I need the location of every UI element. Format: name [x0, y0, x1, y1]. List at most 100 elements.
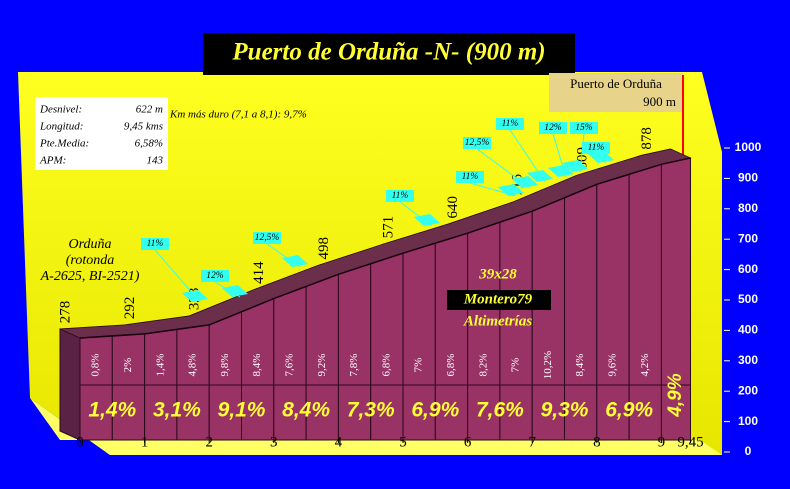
km-grade: 7,3%: [347, 399, 395, 422]
hard-section-mark: [282, 255, 308, 267]
segment: [79, 335, 113, 441]
callout-label: 12%: [206, 271, 224, 281]
start-label: Orduña: [68, 237, 111, 252]
km-grade: 6,9%: [605, 399, 653, 422]
y-tick-label: 900: [738, 171, 758, 185]
x-tick-label: 2: [205, 434, 213, 450]
callout-label: 12,5%: [255, 233, 280, 243]
hard-section-mark: [562, 160, 588, 172]
info-box: [35, 97, 168, 170]
y-tick-label: 800: [738, 201, 758, 215]
elevation-label: 278: [57, 301, 73, 324]
x-tick-label: 9: [658, 434, 666, 450]
hard-section-mark: [527, 170, 553, 182]
profile-side: [59, 328, 81, 441]
chart-title: Puerto de Orduña -N- (900 m): [231, 39, 545, 66]
km-grade: 3,1%: [153, 399, 201, 422]
y-tick-label: 700: [738, 231, 758, 245]
summit-name: Puerto de Orduña: [570, 76, 662, 91]
half-km-grade: 7%: [510, 358, 522, 373]
callout-label: 12,5%: [465, 138, 490, 148]
callout-label: 11%: [392, 191, 409, 201]
half-km-grade: 8,4%: [251, 354, 263, 377]
x-tick-label: 6: [464, 434, 472, 450]
half-km-grade: 6,8%: [380, 354, 392, 377]
y-tick-label: 200: [738, 383, 758, 397]
elevation-label: 571: [380, 216, 396, 239]
x-tick-label: 8: [593, 434, 601, 450]
half-km-grade: 9,2%: [316, 354, 328, 377]
x-tick-label: 0: [76, 434, 84, 450]
info-value: 622 m: [136, 104, 163, 116]
km-grade: 9,1%: [218, 399, 266, 422]
elevation-label: 498: [316, 237, 332, 260]
callout-box: [201, 270, 229, 282]
elevation-label: 292: [122, 297, 138, 320]
x-tick-label: 4: [335, 434, 343, 450]
segment: [111, 333, 146, 441]
callout-label: 11%: [147, 239, 164, 249]
half-km-grade: 9,6%: [607, 354, 619, 377]
x-tick-label: 3: [270, 434, 278, 450]
info-value: 9,45 kms: [124, 121, 163, 133]
km-grade: 4,9%: [665, 373, 686, 417]
floor: [30, 398, 722, 455]
callout-box: [496, 118, 524, 130]
callout-label: 15%: [575, 123, 593, 133]
info-label: Longitud:: [39, 121, 83, 133]
x-tick-label: 7: [528, 434, 536, 450]
hard-section-mark: [182, 290, 208, 302]
hard-section-mark: [512, 176, 538, 188]
callout-box: [253, 232, 281, 244]
summit-elevation: 900 m: [643, 94, 676, 109]
x-tick-label: 5: [399, 434, 407, 450]
x-tick-label: 1: [141, 434, 149, 450]
y-tick-label: 100: [738, 414, 758, 428]
credits-box: [447, 290, 551, 310]
km-grade: 8,4%: [282, 399, 330, 422]
half-km-grade: 0,8%: [90, 354, 102, 377]
callout-label: 11%: [588, 143, 605, 153]
y-tick-label: 1000: [735, 140, 762, 154]
y-tick-label: 400: [738, 323, 758, 337]
y-tick-label: 0: [745, 444, 752, 458]
callout-box: [570, 122, 598, 134]
half-km-grade: 8,2%: [477, 354, 489, 377]
x-tick-label: 9,45: [677, 434, 703, 450]
half-km-grade: 10,2%: [542, 351, 554, 379]
hard-section-mark: [548, 165, 574, 177]
half-km-grade: 9,8%: [219, 354, 231, 377]
info-label: APM:: [39, 155, 66, 167]
summit-box: [549, 73, 683, 112]
elevation-label: 878: [639, 127, 655, 150]
hardest-km: Km más duro (7,1 a 8,1): 9,7%: [169, 109, 307, 121]
title-box: [203, 33, 575, 75]
km-grade: 1,4%: [88, 399, 136, 422]
callout-label: 12%: [544, 123, 562, 133]
km-grade: 6,9%: [411, 399, 459, 422]
info-label: Desnivel:: [39, 104, 82, 116]
info-label: Pte.Media:: [39, 138, 89, 150]
half-km-grade: 6,8%: [445, 354, 457, 377]
callout-label: 11%: [502, 119, 519, 129]
hard-section-mark: [222, 285, 248, 297]
info-value: 143: [147, 155, 164, 167]
callout-label: 11%: [462, 172, 479, 182]
profile-line: [79, 157, 691, 339]
callout-box: [582, 142, 610, 154]
half-km-grade: 4,2%: [639, 354, 651, 377]
half-km-grade: 2%: [122, 358, 134, 373]
start-label: A-2625, BI-2521): [40, 269, 140, 284]
half-km-grade: 1,4%: [154, 354, 166, 377]
half-km-grade: 4,8%: [187, 354, 199, 377]
km-grade: 7,6%: [476, 399, 524, 422]
start-label: (rotonda: [66, 253, 114, 268]
half-km-grade: 7,8%: [348, 354, 360, 377]
credit: 39x28: [478, 266, 517, 282]
elevation-label: 640: [445, 196, 461, 219]
segment: [176, 324, 210, 441]
credit: Altimetrías: [463, 313, 533, 329]
hard-section-mark: [498, 184, 524, 196]
half-km-grade: 7,6%: [283, 354, 295, 377]
